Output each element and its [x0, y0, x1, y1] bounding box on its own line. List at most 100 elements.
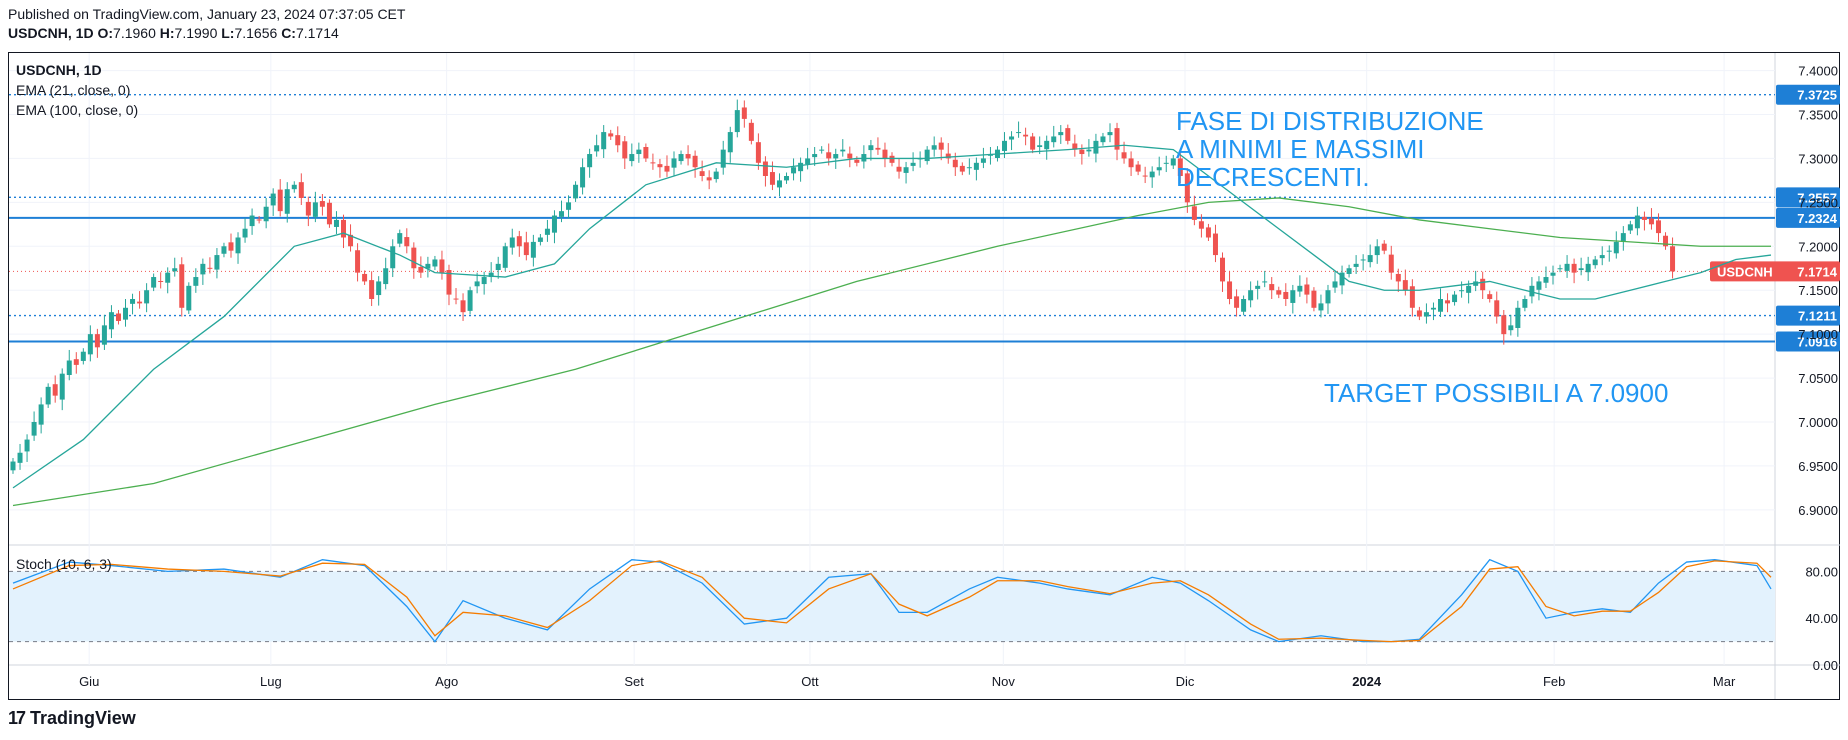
candle-body — [291, 184, 297, 190]
candle-body — [460, 300, 466, 313]
candle-body — [10, 461, 16, 471]
candle-body — [130, 299, 136, 304]
candle-body — [952, 159, 958, 168]
candle-body — [784, 176, 790, 181]
annotation-distribution-1: FASE DI DISTRIBUZIONE — [1176, 106, 1484, 136]
candle-body — [1170, 158, 1176, 166]
level-price-label: 7.2557 — [1797, 190, 1837, 205]
candle-body — [1648, 218, 1654, 225]
candle-body — [840, 149, 846, 152]
candle-body — [404, 237, 410, 247]
candle-body — [1086, 149, 1092, 152]
candle-body — [1044, 140, 1050, 150]
candle-body — [1466, 285, 1472, 293]
candle-body — [1177, 158, 1183, 176]
chart-frame[interactable] — [8, 52, 1840, 700]
candle-body — [80, 351, 86, 361]
candle-body — [1437, 299, 1443, 312]
candle-body — [1445, 300, 1451, 304]
candle-body — [882, 149, 888, 159]
candles — [10, 99, 1676, 474]
candle-body — [1557, 268, 1563, 270]
candle-body — [537, 237, 543, 242]
candle-body — [115, 313, 121, 321]
candle-body — [1276, 290, 1282, 295]
candle-body — [587, 154, 593, 168]
candle-body — [1641, 216, 1647, 220]
candle-body — [1367, 255, 1373, 263]
annotation-distribution-2: A MINIMI E MASSIMI — [1176, 134, 1424, 164]
candle-body — [333, 219, 339, 227]
candle-body — [362, 273, 368, 282]
candle-body — [1297, 285, 1303, 292]
price-tick-label: 7.3000 — [1798, 151, 1838, 166]
candle-body — [17, 452, 23, 463]
low-label: L: — [221, 25, 235, 41]
candle-body — [249, 215, 255, 227]
candle-body — [418, 266, 424, 273]
candle-body — [734, 110, 740, 133]
candle-body — [200, 263, 206, 275]
candle-body — [101, 325, 107, 345]
last-price-value: 7.1714 — [1797, 264, 1838, 279]
candle-body — [207, 267, 213, 269]
level-price-tag — [1776, 207, 1840, 228]
candle-body — [495, 263, 501, 271]
legend-stoch: Stoch (10, 6, 3) — [16, 556, 112, 572]
candle-body — [235, 237, 241, 254]
low-value: 7.1656 — [234, 25, 278, 41]
candle-body — [1578, 268, 1584, 271]
candle-body — [1480, 278, 1486, 291]
candle-body — [805, 158, 811, 165]
candle-body — [1002, 140, 1008, 151]
candle-body — [1149, 171, 1155, 178]
candle-body — [1248, 290, 1254, 301]
candle-body — [671, 158, 677, 168]
close-value: 7.1714 — [295, 25, 339, 41]
candle-body — [376, 281, 382, 296]
stoch-k-line — [12, 558, 1772, 643]
stoch-tick-label: 0.00 — [1813, 658, 1838, 673]
time-tick-label: Ott — [801, 674, 819, 689]
candle-body — [1655, 220, 1661, 234]
candle-body — [488, 272, 494, 278]
candle-body — [706, 177, 712, 181]
candle-body — [1550, 272, 1556, 276]
price-tick-label: 7.0000 — [1798, 415, 1838, 430]
level-price-label: 7.1211 — [1798, 309, 1837, 324]
candle-body — [509, 237, 515, 248]
candle-body — [1100, 136, 1106, 143]
price-tick-label: 7.2500 — [1798, 195, 1838, 210]
footer-brand[interactable]: 17 TradingView — [8, 708, 136, 729]
time-tick-label: Giu — [79, 674, 99, 689]
candle-body — [615, 135, 621, 146]
candle-body — [580, 167, 586, 188]
candle-body — [1606, 250, 1612, 252]
annotation-target: TARGET POSSIBILI A 7.0900 — [1324, 378, 1668, 408]
candle-body — [1058, 132, 1064, 136]
candle-body — [959, 165, 965, 172]
candle-body — [1388, 254, 1394, 273]
candle-body — [1269, 284, 1275, 291]
candle-body — [1543, 277, 1549, 283]
price-tick-label: 6.9500 — [1798, 459, 1838, 474]
level-price-tag — [1776, 331, 1840, 352]
candle-body — [263, 206, 269, 222]
ema21-line — [12, 144, 1772, 489]
candle-body — [643, 147, 649, 159]
candle-body — [1381, 243, 1387, 251]
candle-body — [172, 268, 178, 272]
candle-body — [94, 334, 100, 348]
time-tick-label: Nov — [992, 674, 1016, 689]
candle-body — [1241, 299, 1247, 312]
candle-body — [1430, 307, 1436, 310]
candle-body — [1220, 257, 1226, 282]
candle-body — [664, 165, 670, 172]
candle-body — [769, 172, 775, 185]
candle-body — [530, 241, 536, 258]
candle-body — [945, 153, 951, 159]
candle-body — [601, 132, 607, 150]
open-label: O: — [97, 25, 114, 41]
candle-body — [1304, 284, 1310, 295]
